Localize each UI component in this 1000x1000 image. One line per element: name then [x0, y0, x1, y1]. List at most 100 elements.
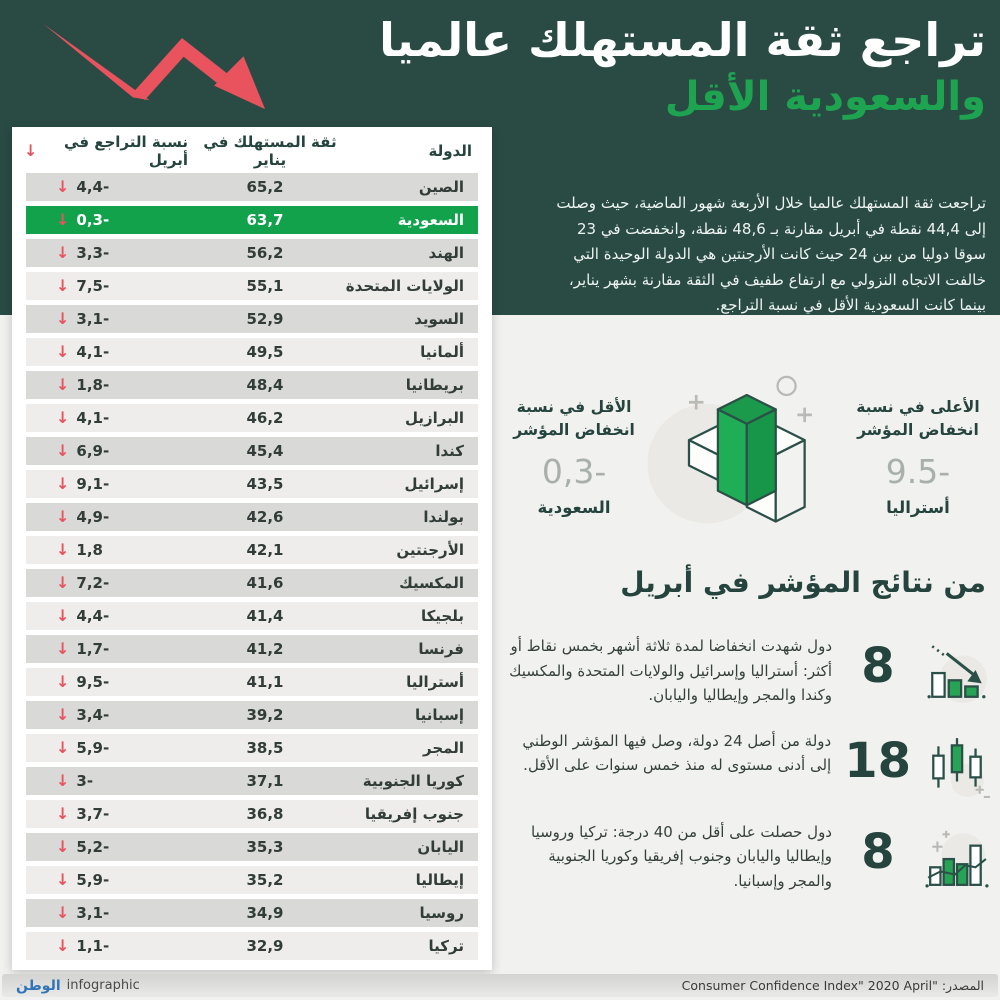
table-row: ↓ -7,5 55,1 الولايات المتحدة	[26, 272, 478, 300]
table-row: ↓ -4,4 65,2 الصين	[26, 173, 478, 201]
april-decline-cell: ↓ -3,3	[26, 244, 188, 262]
decline-arrow-icon: ↓	[56, 837, 70, 856]
table-row: ↓ -3,3 56,2 الهند	[26, 239, 478, 267]
decline-arrow-icon: ↓	[56, 342, 70, 361]
april-decline-cell: ↓ -3,4	[26, 706, 188, 724]
country-name: الهند	[428, 244, 464, 262]
april-decline-value: -5,9	[76, 871, 110, 889]
april-decline-cell: ↓ -0,3	[26, 211, 188, 229]
country-name: بلجيكا	[420, 607, 464, 625]
source-text: المصدر: "Consumer Confidence Index" 2020…	[681, 978, 984, 993]
april-decline-cell: ↓ -5,2	[26, 838, 188, 856]
january-value: 35,2	[246, 871, 284, 889]
declining-trend-arrow-graphic	[39, 20, 266, 110]
april-decline-value: -7,5	[76, 277, 110, 295]
april-decline-value: -3,7	[76, 805, 110, 823]
decline-arrow-icon: ↓	[56, 903, 70, 922]
april-decline-cell: ↓ -9,5	[26, 673, 188, 691]
page-title: تراجع ثقة المستهلك عالميا	[379, 13, 986, 67]
stat-item: 8 دول شهدت انخفاضا لمدة ثلاثة أشهر بخمس …	[506, 634, 990, 708]
decline-arrow-icon: ↓	[56, 177, 70, 196]
extremes-section: الأقل في نسبة انخفاض المؤشر -0,3 السعودي…	[500, 372, 992, 538]
april-decline-cell: ↓ -9,1	[26, 475, 188, 493]
highest-decline-label-line2: انخفاض المؤشر	[857, 421, 979, 439]
decline-arrow-icon: ↓	[56, 573, 70, 592]
january-value: 36,8	[246, 805, 284, 823]
decline-arrow-icon: ↓	[56, 705, 70, 724]
april-column-label: نسبة التراجع في أبريل	[64, 133, 188, 169]
decline-arrow-icon: ↓	[56, 210, 70, 229]
april-decline-cell: ↓ 1,8	[26, 541, 188, 559]
country-name: جنوب إفريقيا	[364, 805, 464, 823]
country-name: إسرائيل	[404, 475, 464, 493]
april-decline-value: -4,9	[76, 508, 110, 526]
april-decline-value: -1,8	[76, 376, 110, 394]
january-value: 39,2	[246, 706, 284, 724]
april-decline-cell: ↓ -5,9	[26, 739, 188, 757]
decline-arrow-icon: ↓	[56, 672, 70, 691]
january-value: 37,1	[246, 772, 284, 790]
decline-arrow-icon: ↓	[56, 309, 70, 328]
april-decline-value: -5,9	[76, 739, 110, 757]
highest-decline-country: أستراليا	[886, 498, 950, 518]
april-decline-cell: ↓ -1,1	[26, 937, 188, 955]
april-decline-value: -0,3	[76, 211, 110, 229]
table-row: ↓ -6,9 45,4 كندا	[26, 437, 478, 465]
april-decline-cell: ↓ -3,1	[26, 310, 188, 328]
highest-decline-value: -9.5	[885, 452, 951, 491]
april-decline-value: -3,3	[76, 244, 110, 262]
country-name: المجر	[423, 739, 464, 757]
highest-decline-label-line1: الأعلى في نسبة	[856, 398, 980, 416]
january-value: 48,4	[246, 376, 284, 394]
april-decline-value: -3	[76, 772, 94, 790]
isometric-bars-illustration	[647, 375, 812, 524]
table-row: ↓ -9,1 43,5 إسرائيل	[26, 470, 478, 498]
country-name: السعودية	[397, 211, 464, 229]
table-row: ↓ -5,2 35,3 اليابان	[26, 833, 478, 861]
april-decline-cell: ↓ -3,7	[26, 805, 188, 823]
country-name: ألمانيا	[420, 343, 464, 361]
decline-arrow-icon: ↓	[56, 474, 70, 493]
sort-descending-arrow-icon: ↓	[24, 141, 38, 160]
decline-arrow-icon: ↓	[56, 738, 70, 757]
lowest-decline-label-line2: انخفاض المؤشر	[513, 421, 635, 439]
april-decline-cell: ↓ -7,2	[26, 574, 188, 592]
country-name: اليابان	[417, 838, 464, 856]
january-value: 41,1	[246, 673, 284, 691]
stat-number: 18	[844, 732, 911, 789]
country-name: فرنسا	[418, 640, 464, 658]
april-decline-value: -6,9	[76, 442, 110, 460]
country-name: السويد	[414, 310, 464, 328]
april-decline-cell: ↓ -4,1	[26, 343, 188, 361]
april-decline-value: -1,1	[76, 937, 110, 955]
decline-arrow-icon: ↓	[56, 507, 70, 526]
april-decline-value: -9,1	[76, 475, 110, 493]
table-row: ↓ -3,4 39,2 إسبانيا	[26, 701, 478, 729]
stat-text: دولة من أصل 24 دولة، وصل فيها المؤشر الو…	[522, 731, 832, 775]
alwatan-logo-arabic: الوطن	[16, 977, 61, 994]
title-block: تراجع ثقة المستهلك عالميا والسعودية الأق…	[379, 8, 986, 122]
country-name: بولندا	[423, 508, 464, 526]
stat-item: 18 دولة من أصل 24 دولة، وصل فيها المؤشر …	[506, 729, 990, 799]
confidence-table: ↓ نسبة التراجع في أبريل ثقة المستهلك في …	[12, 127, 492, 970]
april-decline-cell: ↓ -3,1	[26, 904, 188, 922]
decline-arrow-icon: ↓	[56, 243, 70, 262]
lowest-decline-value: -0,3	[541, 452, 607, 491]
country-name: الصين	[418, 178, 464, 196]
lowest-decline-country: السعودية	[537, 498, 611, 518]
april-decline-cell: ↓ -1,7	[26, 640, 188, 658]
stat-item: 8 دول حصلت على أقل من 40 درجة: تركيا ورو…	[506, 820, 990, 894]
april-decline-value: -3,4	[76, 706, 110, 724]
april-decline-value: -4,4	[76, 178, 110, 196]
decline-arrow-icon: ↓	[56, 276, 70, 295]
decline-arrow-icon: ↓	[56, 375, 70, 394]
table-row: ↓ -7,2 41,6 المكسيك	[26, 569, 478, 597]
january-value: 56,2	[246, 244, 284, 262]
lowest-decline-label-line1: الأقل في نسبة	[516, 398, 632, 416]
table-row: ↓ -4,1 46,2 البرازيل	[26, 404, 478, 432]
april-column-header: ↓ نسبة التراجع في أبريل	[12, 133, 188, 169]
bars-decline-arrow-icon	[927, 645, 987, 703]
table-row: ↓ -3,1 52,9 السويد	[26, 305, 478, 333]
stat-number: 8	[861, 638, 895, 694]
